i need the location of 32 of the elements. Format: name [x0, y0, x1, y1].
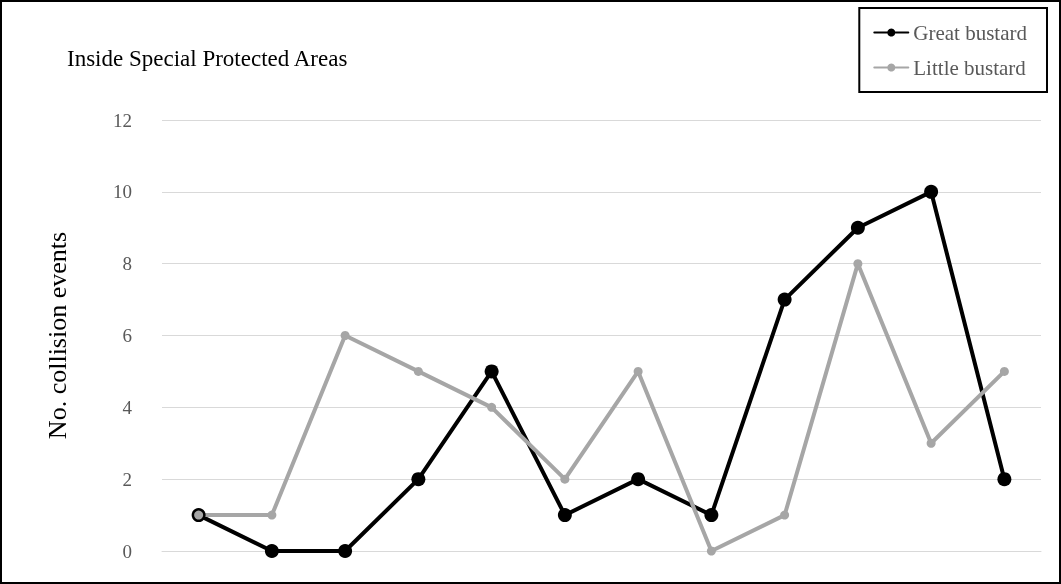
- y-tick-label: 10: [113, 181, 132, 203]
- point: [267, 510, 277, 520]
- y-tick-label: 12: [113, 109, 132, 131]
- point: [264, 544, 279, 558]
- point: [924, 184, 939, 199]
- y-tick-label: 6: [122, 325, 132, 346]
- point: [926, 438, 936, 448]
- point: [560, 474, 570, 484]
- y-axis-title: No. collision events: [42, 231, 72, 440]
- point: [413, 366, 423, 376]
- y-tick-label: 8: [122, 253, 132, 275]
- legend-label: Great bustard: [913, 20, 1028, 45]
- y-tick-label: 4: [122, 396, 133, 418]
- point: [706, 546, 716, 556]
- point: [633, 366, 643, 376]
- chart-title: Inside Special Protected Areas: [67, 46, 348, 71]
- y-tick-label: 2: [122, 468, 132, 490]
- point: [557, 508, 572, 523]
- point: [777, 292, 792, 307]
- point: [338, 544, 353, 558]
- y-tick-label: 0: [122, 540, 132, 562]
- point: [780, 510, 790, 520]
- point: [411, 472, 426, 487]
- point: [704, 508, 719, 523]
- legend-label: Little bustard: [913, 55, 1027, 80]
- point: [484, 364, 499, 379]
- point: [340, 331, 350, 340]
- point: [631, 472, 646, 487]
- point: [997, 472, 1012, 487]
- point: [850, 220, 865, 235]
- point: [999, 366, 1009, 376]
- point: [487, 402, 497, 412]
